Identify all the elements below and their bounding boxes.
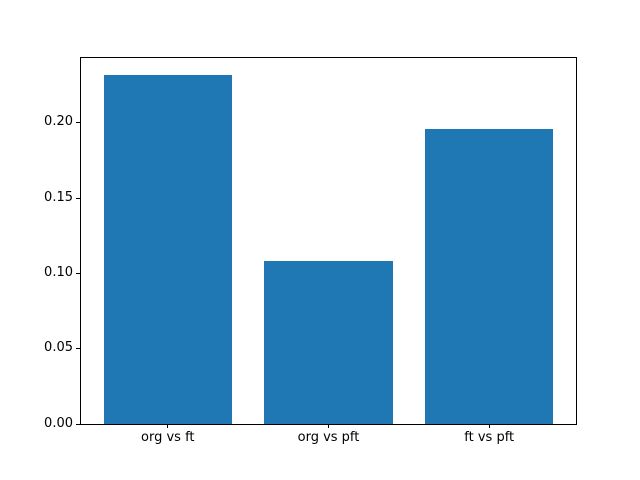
y-tick-label: 0.10 xyxy=(44,265,73,281)
x-tick-mark xyxy=(328,424,329,428)
y-tick-label: 0.05 xyxy=(44,340,73,356)
bar-org-vs-ft xyxy=(103,74,233,424)
x-tick-label: org vs pft xyxy=(297,430,360,445)
plot-area: org vs ft org vs pft ft vs pft 0.00 0.05 0.10… xyxy=(44,57,577,445)
y-tick-mark xyxy=(76,197,80,199)
y-tick-mark xyxy=(76,272,80,274)
y-tick-mark xyxy=(76,348,80,350)
y-tick-label: 0.00 xyxy=(44,415,73,431)
y-tick-mark xyxy=(76,423,80,425)
y-tick-label: 0.20 xyxy=(44,114,73,130)
x-tick-label: org vs ft xyxy=(141,430,195,445)
bar-org-vs-pft xyxy=(264,261,393,424)
y-tick-label: 0.15 xyxy=(44,189,73,205)
x-tick-mark xyxy=(488,424,490,428)
x-tick-label: ft vs pft xyxy=(464,430,515,445)
y-tick-mark xyxy=(76,122,80,124)
x-tick-mark xyxy=(167,424,169,428)
bar-ft-vs-pft xyxy=(424,128,554,424)
